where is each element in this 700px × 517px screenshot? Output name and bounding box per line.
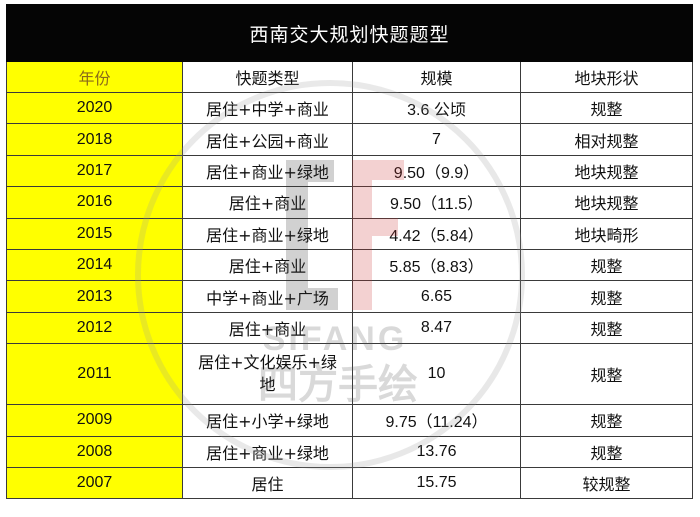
header-shape: 地块形状 — [519, 61, 694, 93]
cell-year: 2014 — [6, 248, 183, 282]
cell-type: 居住+商业+绿地 — [182, 435, 353, 468]
table-row: 2018 居住+公园+商业 7 相对规整 — [6, 123, 694, 156]
cell-size: 8.47 — [352, 311, 521, 345]
cell-size: 7 — [352, 123, 521, 156]
header-type: 快题类型 — [182, 61, 353, 93]
header-size: 规模 — [352, 61, 521, 93]
cell-size: 3.6 公顷 — [352, 91, 521, 125]
cell-type: 居住 — [182, 466, 353, 500]
cell-year: 2017 — [6, 154, 183, 188]
table-row: 2007 居住 15.75 较规整 — [6, 466, 694, 500]
header-year: 年份 — [6, 61, 183, 93]
cell-type: 居住+公园+商业 — [182, 123, 353, 156]
cell-shape: 规整 — [519, 311, 694, 345]
table-row: 2015 居住+商业+绿地 4.42（5.84） 地块畸形 — [6, 217, 694, 250]
cell-type: 中学+商业+广场 — [182, 280, 353, 313]
cell-shape: 规整 — [519, 404, 694, 437]
cell-shape: 规整 — [519, 435, 694, 468]
cell-year: 2015 — [6, 217, 183, 250]
table-row: 2011 居住+文化娱乐+绿地 10 规整 — [6, 343, 694, 406]
cell-size: 15.75 — [352, 466, 521, 500]
table-row: 2013 中学+商业+广场 6.65 规整 — [6, 280, 694, 313]
cell-shape: 规整 — [519, 343, 694, 406]
cell-type: 居住+小学+绿地 — [182, 404, 353, 437]
cell-size: 6.65 — [352, 280, 521, 313]
cell-size: 9.75（11.24） — [352, 404, 521, 437]
header-row: 年份 快题类型 规模 地块形状 — [6, 61, 694, 93]
cell-shape: 地块畸形 — [519, 217, 694, 250]
cell-shape: 规整 — [519, 248, 694, 282]
table-row: 2020 居住+中学+商业 3.6 公顷 规整 — [6, 91, 694, 125]
cell-shape: 地块规整 — [519, 186, 694, 219]
table-row: 2017 居住+商业+绿地 9.50（9.9） 地块规整 — [6, 154, 694, 188]
cell-size: 9.50（9.9） — [352, 154, 521, 188]
table-row: 2008 居住+商业+绿地 13.76 规整 — [6, 435, 694, 468]
table-row: 2016 居住+商业 9.50（11.5） 地块规整 — [6, 186, 694, 219]
cell-type: 居住+商业 — [182, 248, 353, 282]
cell-type: 居住+商业 — [182, 186, 353, 219]
cell-shape: 规整 — [519, 91, 694, 125]
cell-type: 居住+中学+商业 — [182, 91, 353, 125]
cell-size: 4.42（5.84） — [352, 217, 521, 250]
cell-year: 2012 — [6, 311, 183, 345]
exam-types-table-container: 西南交大规划快题题型 年份 快题类型 规模 地块形状 2020 居住+中学+商业… — [5, 4, 694, 500]
cell-year: 2011 — [6, 343, 183, 406]
cell-size: 10 — [352, 343, 521, 406]
cell-size: 9.50（11.5） — [352, 186, 521, 219]
cell-shape: 相对规整 — [519, 123, 694, 156]
table-row: 2012 居住+商业 8.47 规整 — [6, 311, 694, 345]
cell-year: 2018 — [6, 123, 183, 156]
cell-year: 2008 — [6, 435, 183, 468]
cell-shape: 较规整 — [519, 466, 694, 500]
cell-size: 13.76 — [352, 435, 521, 468]
cell-year: 2016 — [6, 186, 183, 219]
cell-type: 居住+商业+绿地 — [182, 217, 353, 250]
cell-size: 5.85（8.83） — [352, 248, 521, 282]
cell-shape: 规整 — [519, 280, 694, 313]
cell-year: 2007 — [6, 466, 183, 500]
cell-type: 居住+商业 — [182, 311, 353, 345]
table-row: 2014 居住+商业 5.85（8.83） 规整 — [6, 248, 694, 282]
cell-shape: 地块规整 — [519, 154, 694, 188]
cell-year: 2009 — [6, 404, 183, 437]
cell-year: 2020 — [6, 91, 183, 125]
table-title: 西南交大规划快题题型 — [5, 4, 694, 62]
table-row: 2009 居住+小学+绿地 9.75（11.24） 规整 — [6, 404, 694, 437]
cell-type: 居住+商业+绿地 — [182, 154, 353, 188]
exam-types-table: 西南交大规划快题题型 年份 快题类型 规模 地块形状 2020 居住+中学+商业… — [5, 4, 694, 500]
cell-type: 居住+文化娱乐+绿地 — [182, 343, 353, 406]
cell-type-text: 居住+文化娱乐+绿地 — [198, 353, 337, 395]
title-row: 西南交大规划快题题型 — [5, 4, 694, 62]
cell-year: 2013 — [6, 280, 183, 313]
